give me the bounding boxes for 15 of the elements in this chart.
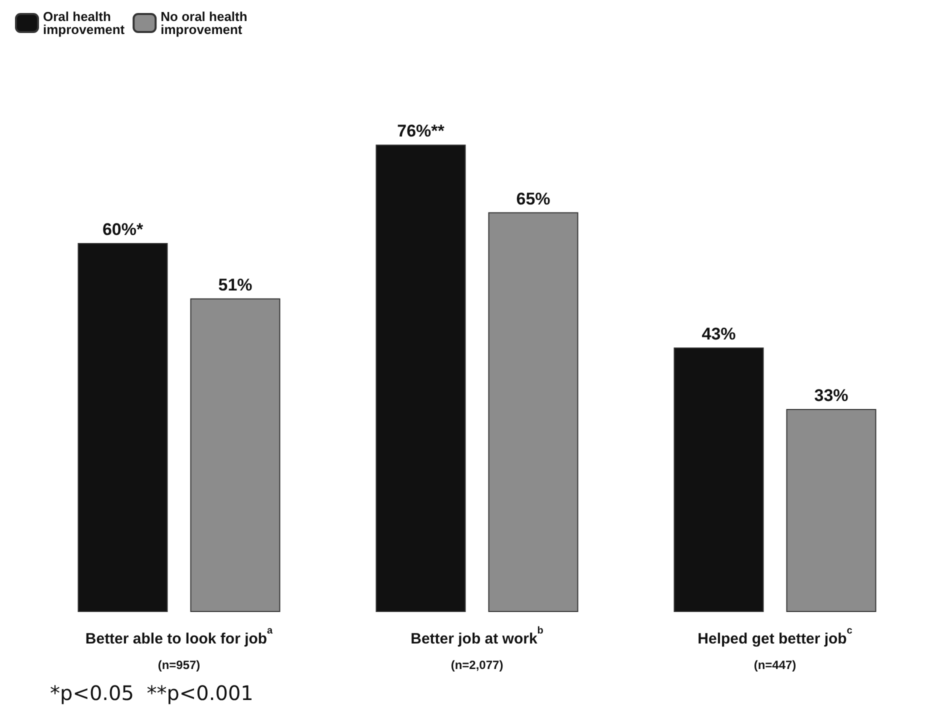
data-label: 76%** (397, 122, 445, 141)
data-label: 33% (814, 386, 848, 406)
bar (376, 144, 466, 612)
data-label: 51% (218, 275, 252, 294)
data-label: 43% (702, 324, 736, 344)
bar (488, 212, 578, 612)
text: *p<0.05 **p<0.001 (50, 681, 254, 705)
legend-label: No oral health improvement (160, 9, 248, 37)
bar (190, 298, 280, 612)
data-label: 65% (516, 189, 550, 208)
bar (78, 243, 168, 612)
legend-label: Oral health improvement (43, 9, 126, 37)
data-label: 60%* (102, 220, 144, 239)
bar (786, 409, 876, 612)
bar (674, 348, 764, 612)
